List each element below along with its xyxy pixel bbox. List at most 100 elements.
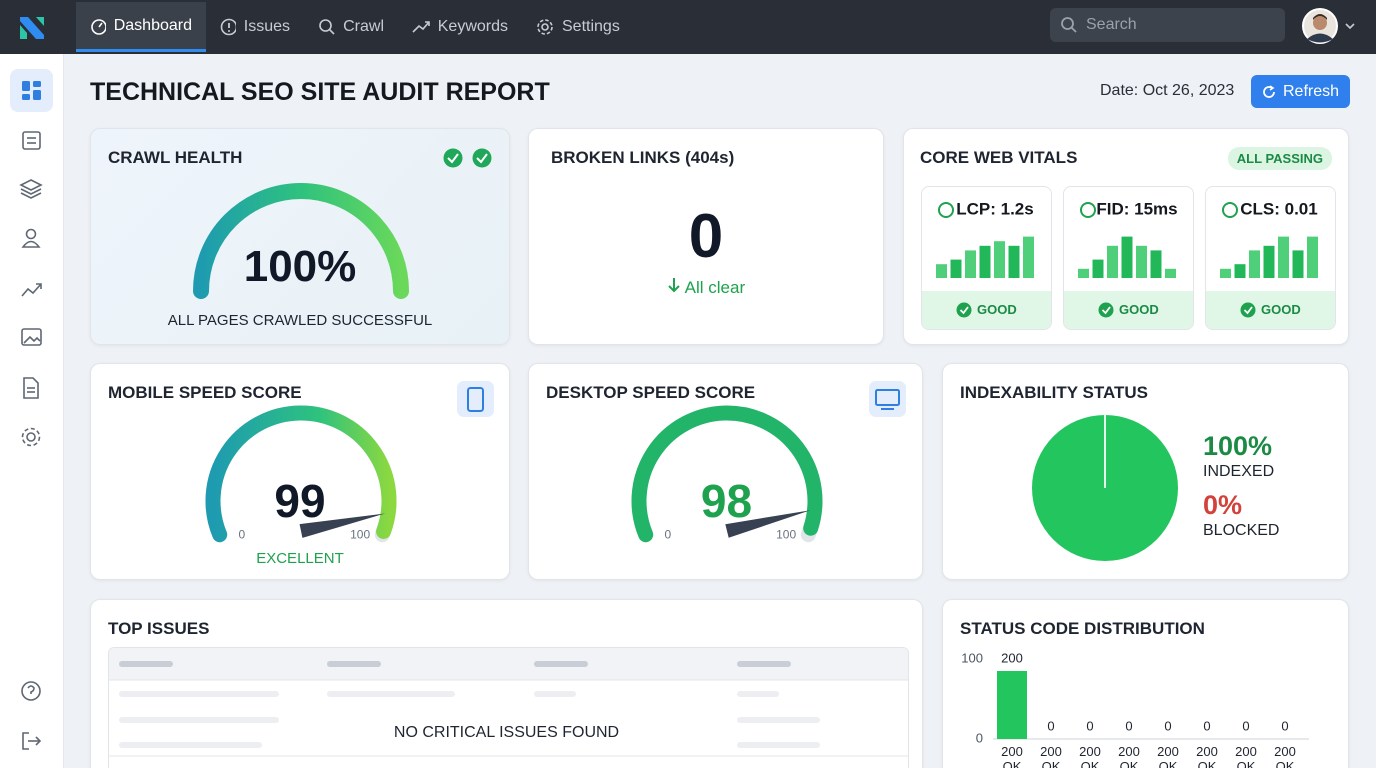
vital-status: GOOD [1119,302,1159,317]
top-bar: Dashboard Issues Crawl Keywords Settings Sea… [0,0,1376,54]
nav-label: Issues [243,18,290,35]
vital-label: LCP: 1.2s [956,199,1033,218]
vital-bar [1150,250,1162,278]
gauge-needle [725,510,811,538]
x-tick-label: 200 OK [1157,744,1179,768]
nav-item[interactable]: Settings [522,2,634,52]
nav-label: Keywords [437,18,508,35]
good-check [1243,306,1253,315]
nav-item[interactable]: Dashboard [76,2,206,52]
status-chart: 0 100 200 0 0 0 0 0 0 0 [961,650,1309,745]
x-tick-label: 200 OK [1040,744,1062,768]
issues-message: NO CRITICAL ISSUES FOUND [393,724,620,741]
nav-label: Dashboard [113,16,192,34]
nav-item[interactable]: Keywords [398,2,522,52]
table-skeleton [109,648,908,757]
gauge-tick-label: 0 [239,528,246,542]
vital-bar [1078,268,1089,278]
card-title: CORE WEB VITALS [920,148,1078,167]
x-tick-label: 200 OK [1118,744,1140,768]
vital-bar [1008,245,1020,278]
crawl-value: 100% [243,242,357,291]
bar-value-label: 0 [1086,718,1093,733]
vital-status: GOOD [977,302,1017,317]
nav-label: Crawl [343,18,384,35]
nav-icon [91,18,106,35]
nav-label: Settings [562,18,620,35]
gauge-tick-label: 0 [665,528,672,542]
vital-chart: LCP: 1.2s GOOD [922,199,1051,329]
vital-bar [1121,236,1133,278]
good-icon [1098,302,1114,318]
indexability-card: INDEXABILITY STATUS 100% INDEXED 0% BLOCKED [942,363,1349,580]
refresh-icon [1263,84,1275,98]
vital-label: CLS: 0.01 [1240,199,1317,218]
avatar[interactable] [1302,8,1362,44]
good-check [1101,306,1111,315]
nav-item[interactable]: Issues [206,2,304,52]
core-web-vitals-card: CORE WEB VITALS ALL PASSING LCP: 1.2s GOO… [903,128,1349,345]
bar-value-label: 0 [1047,718,1054,733]
sidebar-icons[interactable] [0,54,63,768]
vital-footer [1206,291,1335,329]
desktop-score: 98 [700,475,753,527]
nav-icon [537,19,553,35]
page-title: TECHNICAL SEO SITE AUDIT REPORT [90,78,550,106]
vital-bar [1220,268,1231,278]
gauge-fill [205,405,397,543]
vital-bar [1263,245,1275,278]
vital-bar [1249,250,1260,278]
vital-card: CLS: 0.01 GOOD [1205,186,1336,330]
bar-value-label: 0 [1281,718,1288,733]
good-icon [956,302,972,318]
vital-bar [1278,236,1289,278]
search-box[interactable]: Search [1050,8,1285,42]
vital-bar [1234,264,1246,278]
y-tick-label: 0 [976,730,983,745]
nav-item[interactable]: Crawl [304,2,398,52]
sidebar [0,54,64,768]
broken-links-card: BROKEN LINKS (404s) 0 All clear [528,128,884,345]
vital-bar [1136,245,1147,278]
vital-bar [1107,245,1118,278]
crawl-gauge [193,148,492,299]
vital-footer [922,291,1051,329]
vital-bar [936,264,947,278]
desktop-gauge: 0 100 [631,381,906,543]
card-title: STATUS CODE DISTRIBUTION [960,619,1205,638]
card-title: MOBILE SPEED SCORE [108,383,302,402]
bar-value-label: 0 [1203,718,1210,733]
vital-bar [1023,236,1034,278]
desktop-speed-card: DESKTOP SPEED SCORE 0 100 98 [528,363,923,580]
mobile-score: 99 [274,475,326,527]
mobile-rating: EXCELLENT [256,550,344,567]
gauge-fill [193,183,409,299]
vital-footer [1064,291,1193,329]
search-icon [1061,17,1077,33]
vital-icon [1080,202,1096,218]
pie-value-label: 0% [1203,490,1242,520]
nav-icon [412,21,430,33]
nav-icon [220,18,236,36]
indexability-pie: 100% INDEXED 0% BLOCKED [1032,415,1279,561]
mobile-gauge: 0 100 [205,381,494,543]
x-tick-label: 200 OK [1001,744,1023,768]
issues-table [108,647,909,768]
bar [997,671,1027,739]
bar-value-label: 0 [1164,718,1171,733]
refresh-label: Refresh [1282,82,1340,100]
search-placeholder: Search [1086,16,1137,33]
pie-category: INDEXED [1203,463,1274,480]
gauge-fill [631,405,823,543]
refresh-button[interactable]: Refresh [1251,75,1350,108]
bar-value-label: 0 [1242,718,1249,733]
card-title: INDEXABILITY STATUS [960,383,1148,402]
status-code-card: STATUS CODE DISTRIBUTION 0 100 200 0 0 0 0 0 0 0 2… [942,599,1349,768]
vital-bar [950,259,962,278]
vital-bar [965,250,976,278]
vital-bar [979,245,991,278]
vital-chart: CLS: 0.01 GOOD [1206,199,1335,329]
pie-category: BLOCKED [1203,522,1279,539]
vital-bar [1165,268,1176,278]
